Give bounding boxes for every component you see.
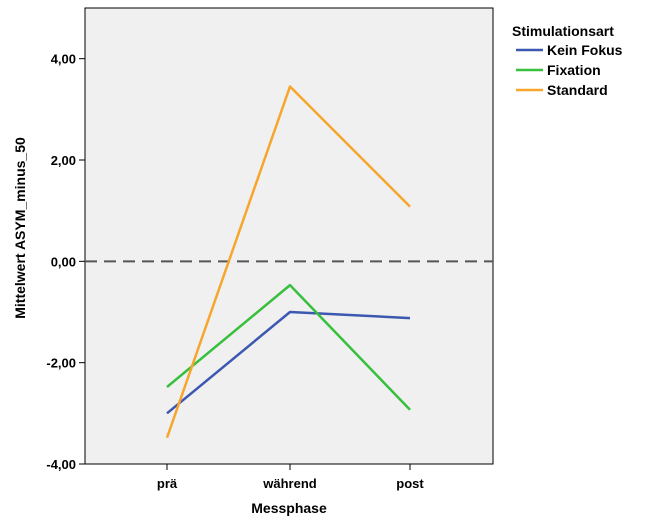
y-tick-label: 2,00 [51,153,76,168]
axis-ticks: 4,00 2,00 0,00 -2,00 -4,00 prä während post [46,52,424,491]
y-tick-label: 4,00 [51,52,76,67]
legend-label-fixation: Fixation [547,62,601,78]
x-tick-label: während [262,476,317,491]
y-tick-label: -4,00 [46,457,76,472]
series-line-fixation [166,283,411,411]
y-axis-title: Mittelwert ASYM_minus_50 [12,137,28,319]
legend: Stimulationsart Kein Fokus Fixation Standa… [512,23,623,98]
x-axis-title: Messphase [251,500,327,516]
plot-area [84,7,494,465]
series-line-kein-fokus [166,310,411,415]
legend-title: Stimulationsart [512,23,614,39]
y-tick-label: -2,00 [46,356,76,371]
plot-background [84,7,494,465]
y-tick-label: 0,00 [51,254,76,269]
x-tick-label: prä [157,476,178,491]
x-tick-label: post [396,476,424,491]
legend-label-kein-fokus: Kein Fokus [547,42,623,58]
legend-label-standard: Standard [547,82,608,98]
series-line-standard [165,85,411,439]
series-lines [165,85,411,439]
